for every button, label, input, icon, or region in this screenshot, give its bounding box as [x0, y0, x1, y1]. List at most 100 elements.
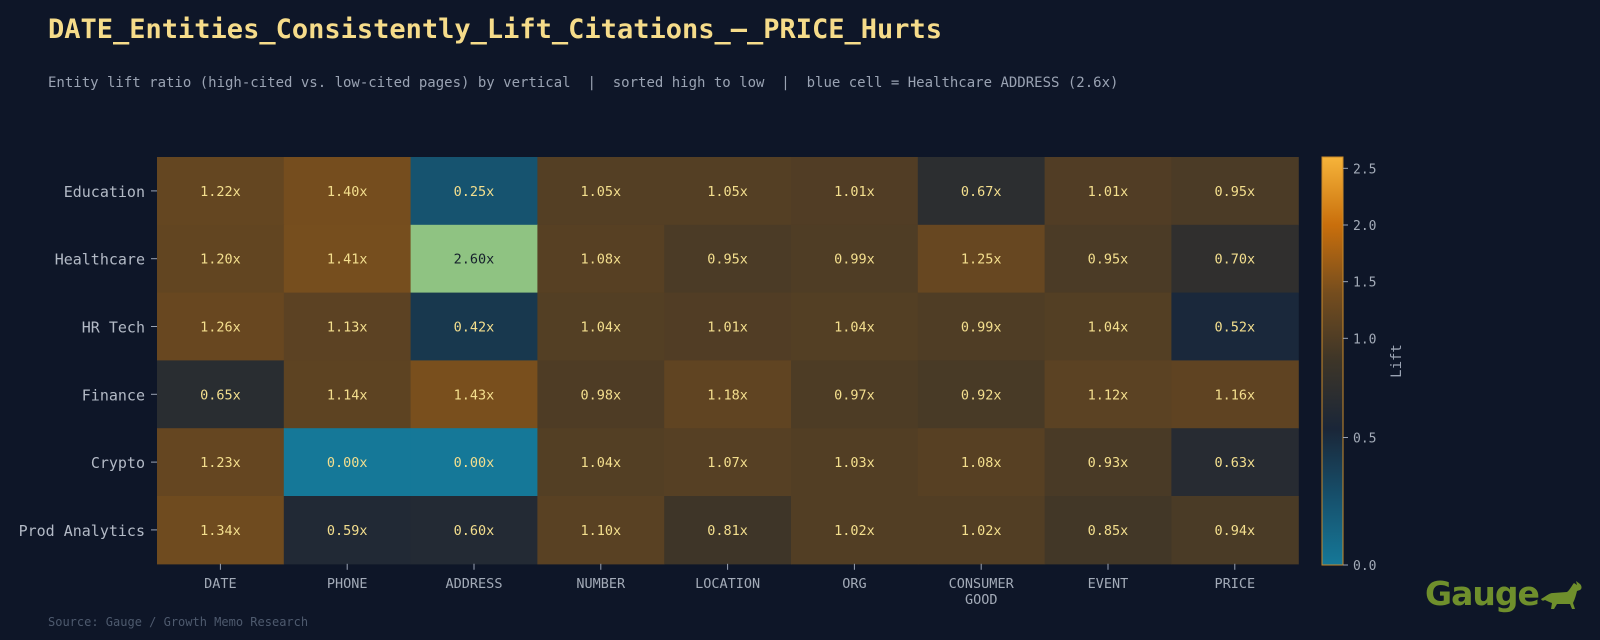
- cell-value-label: 1.04x: [1088, 320, 1129, 336]
- cell-value-label: 1.08x: [961, 455, 1002, 471]
- cell-value-label: 0.95x: [1088, 252, 1129, 268]
- heatmap-cell: [664, 157, 792, 226]
- heatmap-cell: [917, 360, 1046, 429]
- heatmap-cell: [917, 157, 1046, 226]
- colorbar: [1321, 156, 1344, 566]
- cell-value-label: 1.03x: [834, 455, 875, 471]
- column-label: EVENT: [1088, 576, 1129, 592]
- brand-wordmark: Gauge: [1425, 574, 1540, 613]
- heatmap-cell: [664, 224, 792, 294]
- heatmap-cell: [537, 157, 665, 226]
- cell-value-label: 1.01x: [1088, 184, 1129, 200]
- cell-value-label: 1.25x: [961, 252, 1002, 268]
- heatmap-cell: [917, 428, 1046, 497]
- heatmap-cell: [537, 496, 665, 565]
- column-label: LOCATION: [695, 576, 760, 592]
- cell-value-label: 1.02x: [834, 523, 875, 539]
- column-label: DATE: [204, 576, 237, 592]
- colorbar-tick-label: 1.0: [1353, 332, 1376, 347]
- cell-value-label: 0.99x: [834, 252, 875, 268]
- heatmap-cell: [537, 360, 665, 429]
- colorbar-tick-label: 1.5: [1353, 276, 1376, 291]
- heatmap-cell: [410, 428, 538, 497]
- column-label: PRICE: [1214, 576, 1255, 592]
- heatmap-cell: [410, 224, 538, 294]
- heatmap-cell: [283, 360, 412, 429]
- column-label: CONSUMER: [949, 576, 1015, 592]
- cell-value-label: 0.95x: [707, 252, 748, 268]
- cell-value-label: 1.10x: [580, 523, 621, 539]
- heatmap-cell: [537, 292, 665, 361]
- column-label: NUMBER: [576, 576, 626, 592]
- heatmap-cell: [283, 428, 412, 497]
- cell-value-label: 1.16x: [1214, 387, 1255, 403]
- heatmap-cell: [157, 292, 285, 361]
- heatmap-cell: [1171, 292, 1299, 361]
- cell-value-label: 1.04x: [580, 320, 621, 336]
- heatmap-cell: [283, 496, 412, 565]
- cell-value-label: 1.20x: [200, 252, 241, 268]
- colorbar-tick-label: 0.0: [1353, 559, 1376, 574]
- column-label: ADDRESS: [446, 576, 503, 592]
- heatmap-cell: [1171, 157, 1299, 226]
- heatmap-cell: [537, 224, 665, 294]
- cell-value-label: 1.14x: [327, 387, 368, 403]
- cell-value-label: 1.43x: [454, 387, 495, 403]
- heatmap-cell: [1171, 496, 1299, 565]
- heatmap-cell: [917, 496, 1046, 565]
- cell-value-label: 1.04x: [834, 320, 875, 336]
- cell-value-label: 0.25x: [454, 184, 495, 200]
- cell-value-label: 1.13x: [327, 320, 368, 336]
- cell-value-label: 0.67x: [961, 184, 1002, 200]
- cell-value-label: 1.01x: [707, 320, 748, 336]
- heatmap-cell: [410, 360, 538, 429]
- cell-value-label: 0.97x: [834, 387, 875, 403]
- cell-value-label: 0.59x: [327, 523, 368, 539]
- heatmap-cell: [537, 428, 665, 497]
- heatmap-cell: [283, 157, 412, 226]
- cell-value-label: 1.22x: [200, 184, 241, 200]
- heatmap-cell: [917, 224, 1046, 294]
- heatmap-cell: [157, 224, 285, 294]
- heatmap-cell: [1044, 360, 1172, 429]
- gauge-logo: Gauge: [1425, 574, 1583, 613]
- cell-value-label: 1.07x: [707, 455, 748, 471]
- cell-value-label: 0.92x: [961, 387, 1002, 403]
- heatmap-cell: [1044, 428, 1172, 497]
- cell-value-label: 1.26x: [200, 320, 241, 336]
- row-label: Healthcare: [55, 251, 145, 269]
- cell-value-label: 0.85x: [1088, 523, 1129, 539]
- chart-subtitle: Entity lift ratio (high-cited vs. low-ci…: [48, 75, 1119, 91]
- cell-value-label: 0.94x: [1214, 523, 1255, 539]
- heatmap-cell: [1171, 360, 1299, 429]
- heatmap-cell: [664, 428, 792, 497]
- colorbar-label: Lift: [1389, 344, 1405, 378]
- cell-value-label: 0.70x: [1214, 252, 1255, 268]
- heatmap-cell: [1044, 496, 1172, 565]
- cell-value-label: 0.63x: [1214, 455, 1255, 471]
- cell-value-label: 0.95x: [1214, 184, 1255, 200]
- cell-value-label: 1.12x: [1088, 387, 1129, 403]
- column-label: ORG: [842, 576, 866, 592]
- chart-title: DATE_Entities_Consistently_Lift_Citation…: [48, 14, 943, 45]
- heatmap-cell: [157, 496, 285, 565]
- row-label: HR Tech: [82, 319, 145, 337]
- heatmap-cell: [664, 292, 792, 361]
- cell-value-label: 1.34x: [200, 523, 241, 539]
- cell-value-label: 1.04x: [580, 455, 621, 471]
- heatmap-cell: [791, 496, 919, 565]
- heatmap-cell: [917, 292, 1046, 361]
- heatmap-cell: [157, 360, 285, 429]
- cell-value-label: 1.08x: [580, 252, 621, 268]
- heatmap-cell: [664, 496, 792, 565]
- heatmap-cell: [791, 224, 919, 294]
- cell-value-label: 1.02x: [961, 523, 1002, 539]
- cell-value-label: 1.18x: [707, 387, 748, 403]
- row-label: Prod Analytics: [19, 522, 145, 540]
- cell-value-label: 1.41x: [327, 252, 368, 268]
- heatmap-cell: [410, 496, 538, 565]
- cell-value-label: 0.81x: [707, 523, 748, 539]
- column-label: GOOD: [965, 592, 998, 608]
- cell-value-label: 0.52x: [1214, 320, 1255, 336]
